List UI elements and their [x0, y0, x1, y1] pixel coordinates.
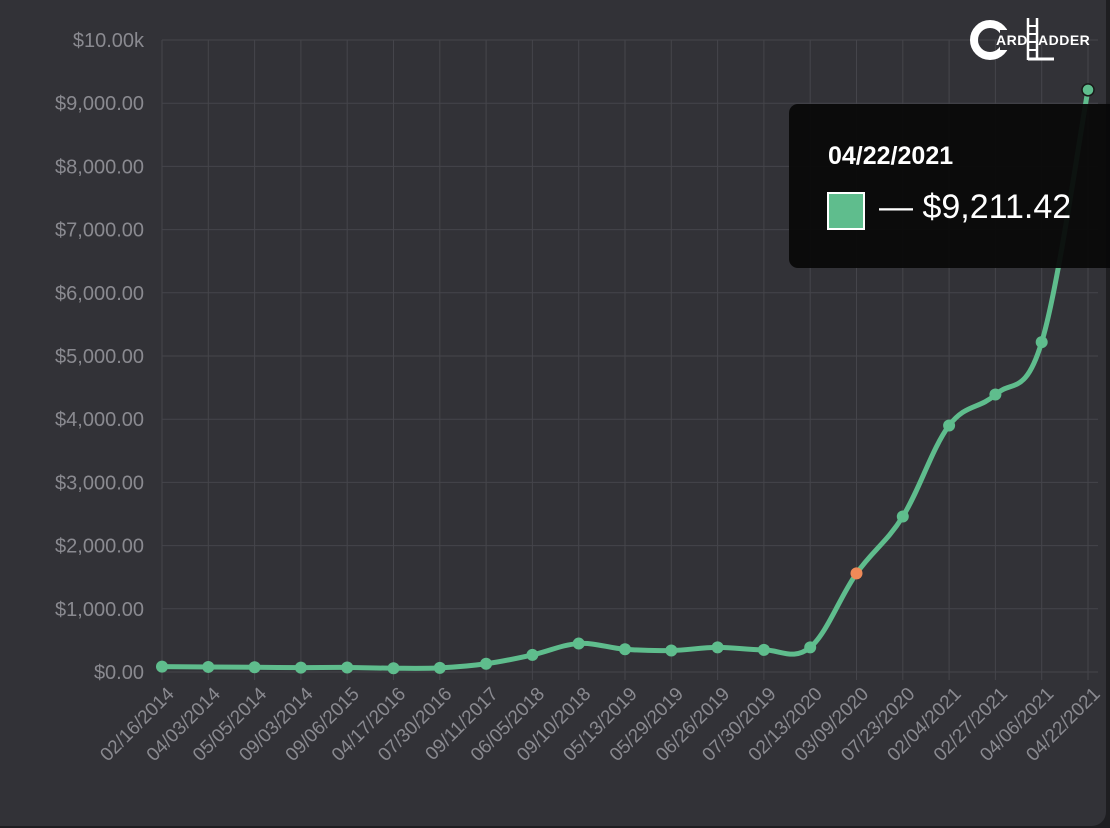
x-axis-ticks: 02/16/201404/03/201405/05/201409/03/2014… [96, 683, 1104, 765]
y-tick-label: $6,000.00 [55, 283, 144, 305]
y-tick-label: $5,000.00 [55, 346, 144, 368]
y-tick-label: $3,000.00 [55, 472, 144, 494]
data-point[interactable] [757, 643, 770, 656]
data-point[interactable] [1081, 83, 1095, 97]
data-point[interactable] [943, 419, 956, 432]
data-point[interactable] [665, 644, 678, 657]
logo-text-right: ADDER [1038, 32, 1090, 48]
tooltip-swatch [827, 192, 865, 230]
data-point[interactable] [989, 388, 1002, 401]
grid-lines [161, 39, 1098, 680]
tooltip-date: 04/22/2021 [828, 142, 954, 170]
y-tick-label: $2,000.00 [55, 536, 144, 558]
data-point[interactable] [294, 661, 307, 674]
y-tick-label: $10.00k [73, 30, 145, 52]
data-point-highlight[interactable] [850, 567, 863, 580]
data-tooltip: 04/22/2021 — $9,211.42 [789, 104, 1110, 268]
data-point[interactable] [433, 661, 446, 674]
data-point[interactable] [896, 510, 909, 523]
data-point[interactable] [526, 648, 539, 661]
data-point[interactable] [248, 661, 261, 674]
data-point[interactable] [711, 641, 724, 654]
y-tick-label: $0.00 [94, 662, 144, 684]
data-point[interactable] [619, 643, 631, 656]
y-tick-label: $4,000.00 [55, 409, 144, 431]
data-point[interactable] [341, 661, 354, 674]
data-point[interactable] [480, 657, 493, 670]
y-axis-ticks: $0.00 $1,000.00 $2,000.00 $3,000.00 $4,000.0… [55, 30, 145, 684]
data-point[interactable] [202, 660, 215, 673]
data-point[interactable] [1035, 336, 1048, 349]
logo-ladder-icon [1026, 18, 1054, 61]
data-point[interactable] [804, 641, 817, 654]
tooltip-value: — $9,211.42 [879, 188, 1072, 226]
data-point[interactable] [156, 660, 168, 673]
card-ladder-logo: ARD ADDER [970, 16, 1096, 64]
data-point[interactable] [572, 637, 585, 650]
y-tick-label: $8,000.00 [55, 156, 144, 178]
data-points [156, 83, 1095, 675]
y-tick-label: $1,000.00 [55, 599, 144, 621]
logo-text-left: ARD [996, 32, 1028, 48]
y-tick-label: $9,000.00 [55, 93, 144, 115]
y-tick-label: $7,000.00 [55, 220, 144, 242]
data-point[interactable] [387, 662, 400, 675]
